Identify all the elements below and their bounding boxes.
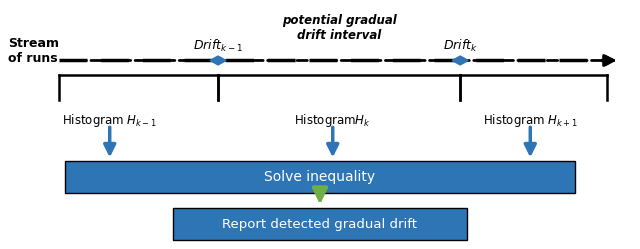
Text: Histogram$H_k$: Histogram$H_k$	[294, 112, 371, 129]
Text: Histogram $H_{k+1}$: Histogram $H_{k+1}$	[483, 112, 578, 129]
Text: $Drift_{k-1}$: $Drift_{k-1}$	[193, 38, 243, 54]
Polygon shape	[210, 56, 226, 65]
Text: $Drift_{k}$: $Drift_{k}$	[443, 38, 477, 54]
Text: Report detected gradual drift: Report detected gradual drift	[223, 218, 417, 231]
FancyBboxPatch shape	[65, 161, 575, 193]
Text: Stream
of runs: Stream of runs	[8, 37, 59, 65]
Text: Solve inequality: Solve inequality	[264, 170, 376, 185]
Text: Histogram $H_{k-1}$: Histogram $H_{k-1}$	[62, 112, 157, 129]
Polygon shape	[452, 56, 468, 65]
FancyBboxPatch shape	[173, 208, 467, 240]
Text: potential gradual
drift interval: potential gradual drift interval	[282, 14, 397, 42]
